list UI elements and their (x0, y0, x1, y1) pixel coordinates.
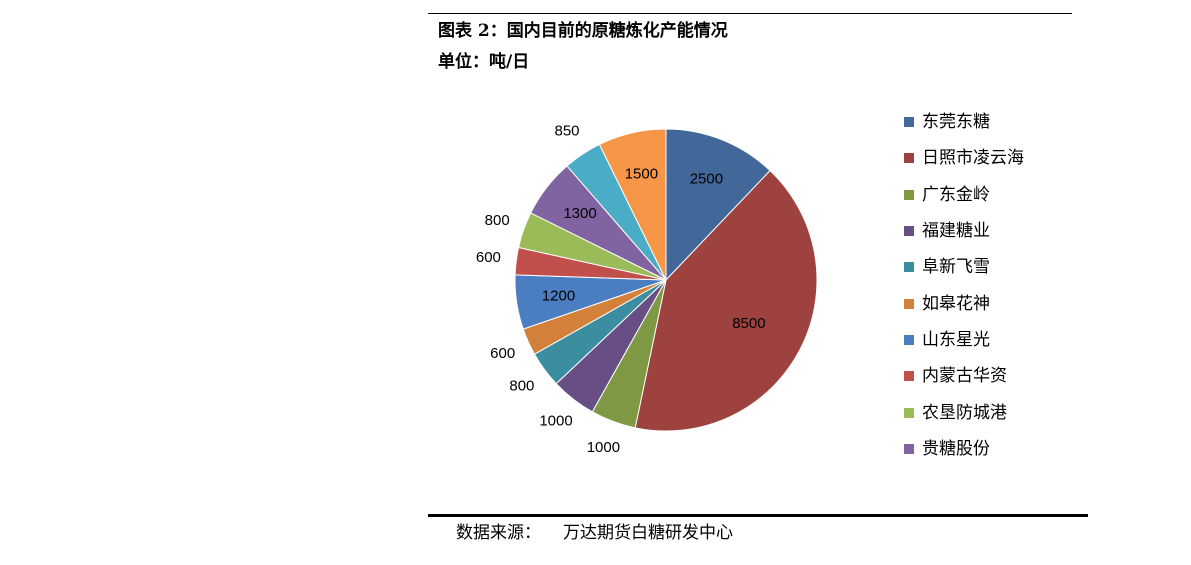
legend-item-6: 山东星光 (904, 322, 1024, 358)
legend-swatch (904, 226, 914, 237)
pie-value-label-2: 1000 (587, 439, 620, 456)
pie-value-label-10: 850 (554, 122, 579, 139)
legend-label: 如皋花神 (922, 293, 990, 314)
top-rule (428, 13, 1072, 14)
chart-legend: 东莞东糖日照市凌云海 广东金岭福建糖业阜新飞雪如皋花神山东星光内蒙古华资农垦防城港… (904, 104, 1024, 467)
legend-swatch (904, 371, 914, 382)
pie-value-label-0: 2500 (690, 171, 723, 188)
legend-item-7: 内蒙古华资 (904, 358, 1024, 394)
legend-label: 农垦防城港 (922, 402, 1007, 423)
legend-swatch (904, 334, 914, 345)
legend-item-8: 农垦防城港 (904, 394, 1024, 430)
legend-label: 东莞东糖 (922, 112, 990, 133)
legend-swatch (904, 298, 914, 309)
unit-label: 单位：吨/日 (438, 52, 530, 72)
legend-label: 阜新飞雪 (922, 257, 990, 278)
pie-slices (514, 128, 818, 432)
pie-value-label-1: 8500 (732, 315, 765, 332)
legend-label: 福建糖业 (922, 221, 990, 242)
pie-value-label-3: 1000 (539, 413, 572, 430)
pie-value-label-9: 1300 (563, 205, 596, 222)
source-value: 万达期货白糖研发中心 (563, 523, 733, 543)
legend-swatch (904, 443, 914, 454)
legend-item-3: 福建糖业 (904, 213, 1024, 249)
legend-label: 广东金岭 (922, 184, 990, 205)
pie-slice-11 (598, 128, 667, 281)
pie-value-label-4: 800 (509, 378, 534, 395)
pie-value-label-5: 600 (490, 345, 515, 362)
legend-swatch (904, 153, 914, 164)
pie-value-label-6: 1200 (542, 288, 575, 305)
pie-value-label-8: 800 (485, 212, 510, 229)
legend-label: 内蒙古华资 (922, 366, 1007, 387)
pie-value-label-11: 1500 (625, 166, 658, 183)
bottom-rule (428, 514, 1088, 517)
pie-slice-0 (665, 128, 771, 282)
legend-item-9: 贵糖股份 (904, 431, 1024, 467)
legend-item-2: 广东金岭 (904, 177, 1024, 213)
legend-label: 贵糖股份 (922, 438, 990, 459)
legend-item-1: 日照市凌云海 (904, 140, 1024, 176)
pie-value-labels: 2500 8500 1000 1000 800 600 1200 600 800 1300 850 1… (476, 122, 766, 456)
legend-swatch (904, 407, 914, 418)
legend-swatch (904, 117, 914, 128)
legend-item-4: 阜新飞雪 (904, 249, 1024, 285)
legend-label: 日照市凌云海 (922, 148, 1024, 169)
legend-item-5: 如皋花神 (904, 285, 1024, 321)
pie-value-label-7: 600 (476, 249, 501, 266)
pie-slice-1 (634, 169, 818, 432)
legend-swatch (904, 262, 914, 273)
legend-label: 山东星光 (922, 329, 990, 350)
legend-item-0: 东莞东糖 (904, 104, 1024, 140)
figure-title: 图表 2：国内目前的原糖炼化产能情况 (438, 21, 728, 41)
legend-swatch (904, 189, 914, 200)
source-label: 数据来源： (456, 523, 541, 543)
source-line: 数据来源： 万达期货白糖研发中心 (456, 521, 733, 545)
